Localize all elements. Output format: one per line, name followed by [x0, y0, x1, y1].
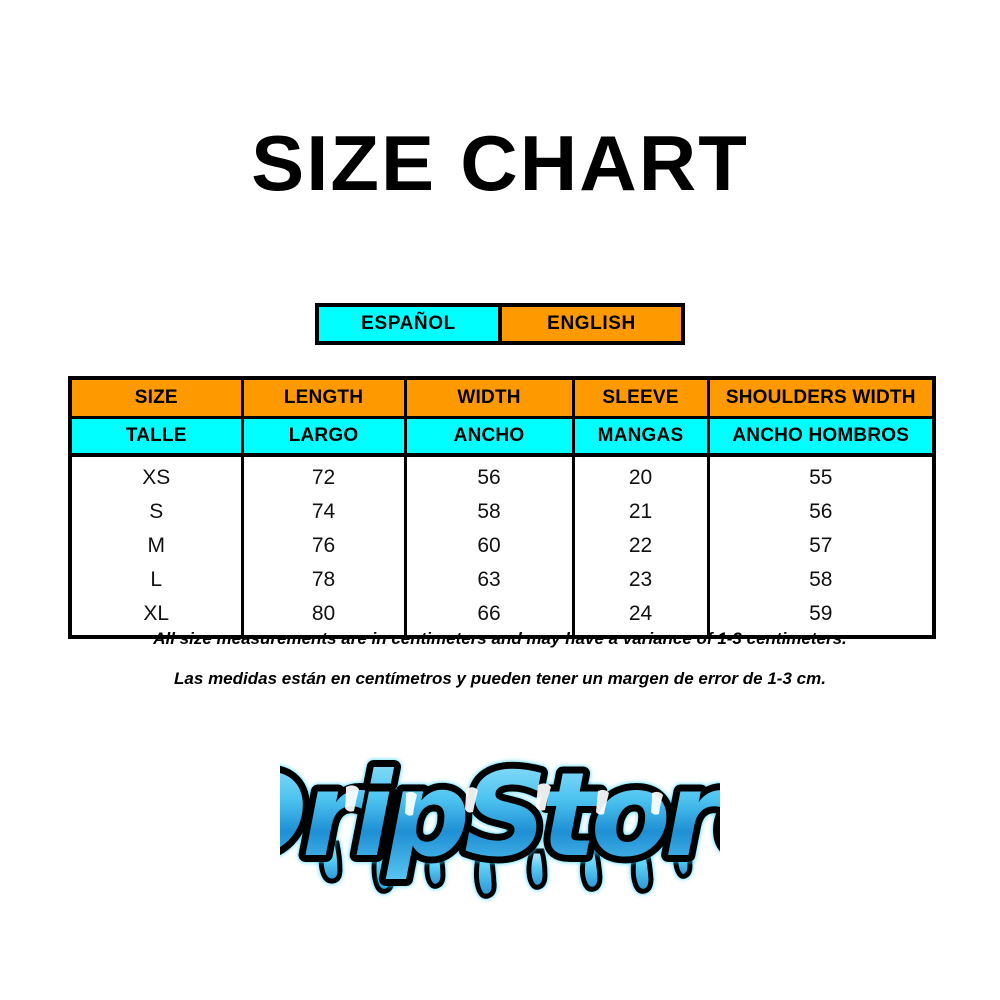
cell-length: 74	[240, 495, 407, 529]
cell-sleeve: 23	[571, 563, 710, 597]
language-toggle: ESPAÑOL ENGLISH	[315, 303, 685, 345]
column-header-shoulders: SHOULDERS WIDTH	[706, 378, 934, 419]
cell-size: S	[70, 495, 244, 529]
cell-size: M	[70, 529, 244, 563]
cell-width: 66	[403, 597, 575, 637]
table-row: XL 80 66 24 59	[70, 597, 934, 637]
logo-highlights	[345, 783, 663, 816]
language-button-spanish[interactable]: ESPAÑOL	[319, 307, 500, 341]
logo-fill: DripStore	[280, 757, 720, 883]
column-header-sleeve: SLEEVE	[571, 378, 710, 419]
cell-shoulders: 59	[706, 597, 934, 637]
cell-length: 72	[240, 455, 407, 495]
note-english: All size measurements are in centimeters…	[153, 629, 847, 648]
cell-size: XS	[70, 455, 244, 495]
table-row: S 74 58 21 56	[70, 495, 934, 529]
size-chart-table-container: SIZE LENGTH WIDTH SLEEVE SHOULDERS WIDTH…	[68, 376, 936, 639]
table-header-row-spanish: TALLE LARGO ANCHO MANGAS ANCHO HOMBROS	[70, 417, 934, 457]
table-header-row-english: SIZE LENGTH WIDTH SLEEVE SHOULDERS WIDTH	[70, 378, 934, 419]
column-header-talle: TALLE	[70, 417, 244, 457]
cell-width: 58	[403, 495, 575, 529]
cell-shoulders: 58	[706, 563, 934, 597]
table-row: XS 72 56 20 55	[70, 455, 934, 495]
measurement-notes: All size measurements are in centimeters…	[0, 629, 1000, 688]
column-header-size: SIZE	[70, 378, 244, 419]
cell-length: 80	[240, 597, 407, 637]
logo-outline: DripStore	[280, 757, 720, 883]
column-header-length: LENGTH	[240, 378, 407, 419]
cell-shoulders: 55	[706, 455, 934, 495]
cell-length: 78	[240, 563, 407, 597]
dripstore-logo-icon: DripStore DripStore	[280, 757, 720, 899]
cell-sleeve: 22	[571, 529, 710, 563]
cell-shoulders: 57	[706, 529, 934, 563]
column-header-largo: LARGO	[240, 417, 407, 457]
table-row: L 78 63 23 58	[70, 563, 934, 597]
page-title: SIZE CHART	[251, 119, 749, 207]
cell-shoulders: 56	[706, 495, 934, 529]
cell-size: L	[70, 563, 244, 597]
cell-width: 63	[403, 563, 575, 597]
table-row: M 76 60 22 57	[70, 529, 934, 563]
cell-size: XL	[70, 597, 244, 637]
cell-sleeve: 20	[571, 455, 710, 495]
cell-sleeve: 21	[571, 495, 710, 529]
column-header-ancho: ANCHO	[403, 417, 575, 457]
brand-logo: DripStore DripStore	[0, 757, 1000, 907]
cell-length: 76	[240, 529, 407, 563]
note-spanish: Las medidas están en centímetros y puede…	[174, 668, 826, 688]
cell-sleeve: 24	[571, 597, 710, 637]
column-header-width: WIDTH	[403, 378, 575, 419]
language-button-english[interactable]: ENGLISH	[500, 307, 681, 341]
column-header-ancho-hombros: ANCHO HOMBROS	[706, 417, 934, 457]
cell-width: 56	[403, 455, 575, 495]
column-header-mangas: MANGAS	[571, 417, 710, 457]
logo-wordmark: DripStore DripStore	[280, 757, 720, 890]
logo-drip-shapes	[318, 840, 693, 899]
size-chart-table: SIZE LENGTH WIDTH SLEEVE SHOULDERS WIDTH…	[68, 376, 936, 639]
cell-width: 60	[403, 529, 575, 563]
